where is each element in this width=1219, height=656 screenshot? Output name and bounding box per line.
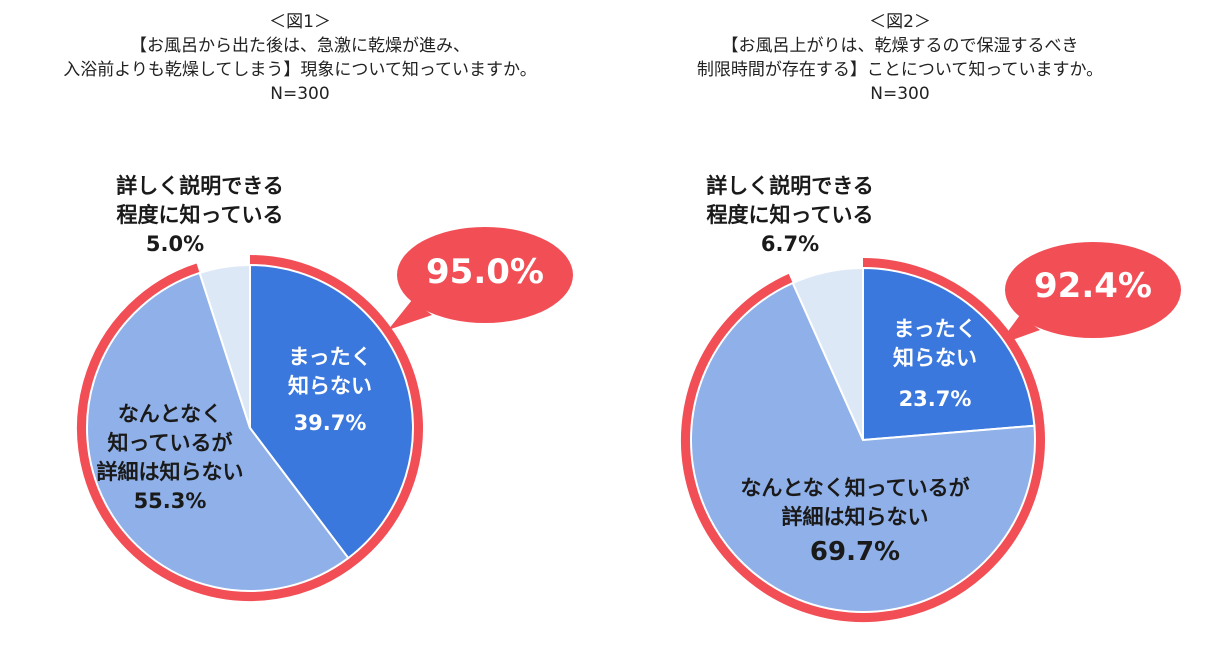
pie-slice-somewhat xyxy=(86,271,350,592)
chart-1-slice-label-not-at-all: まったく 知らない 39.7% xyxy=(270,343,390,438)
chart-1-slice-label-somewhat: なんとなく 知っているが 詳細は知らない 55.3% xyxy=(75,400,265,516)
pie-chart-1: ＜図1＞ 【お風呂から出た後は、急激に乾燥が進み、 入浴前よりも乾燥してしまう】… xyxy=(0,0,600,656)
chart-2-slice-label-detailed: 詳しく説明できる 程度に知っている 6.7% xyxy=(675,172,905,259)
chart-2-callout-value: 92.4% xyxy=(1034,266,1152,306)
pie-slice-detailed xyxy=(198,263,251,429)
chart-1-title-line-2: 入浴前よりも乾燥してしまう】現象について知っていますか。 xyxy=(63,60,537,80)
chart-1-pie-svg xyxy=(77,227,573,601)
chart-2-value-label-not-at-all: 23.7% xyxy=(898,387,972,411)
pie-slice-not-at-all xyxy=(862,266,1036,442)
highlight-ring xyxy=(681,258,1045,622)
chart-1-slice-label-detailed: 詳しく説明できる 程度に知っている 5.0% xyxy=(85,172,315,259)
chart-1-value-label-not-at-all: 39.7% xyxy=(293,411,367,435)
chart-2-title-block: ＜図2＞ 【お風呂上がりは、乾燥するので保湿するべき 制限時間が存在する】ことに… xyxy=(600,10,1200,106)
chart-2-value-label-somewhat: 69.7% xyxy=(809,537,901,567)
chart-2-title-line-2: 制限時間が存在する】ことについて知っていますか。 xyxy=(696,60,1104,80)
pie-slice-detailed xyxy=(791,266,864,441)
chart-1-callout-value: 95.0% xyxy=(426,252,544,292)
chart-1-title-line-1: 【お風呂から出た後は、急激に乾燥が進み、 xyxy=(130,36,470,56)
chart-2-pie-svg xyxy=(681,242,1181,622)
pie-slice-somewhat xyxy=(690,281,1036,613)
chart-1-title-block: ＜図1＞ 【お風呂から出た後は、急激に乾燥が進み、 入浴前よりも乾燥してしまう】… xyxy=(0,10,600,106)
chart-2-figure-label: ＜図2＞ xyxy=(869,12,931,32)
chart-2-slice-label-somewhat: なんとなく知っているが 詳細は知らない 69.7% xyxy=(710,474,1000,567)
chart-1-value-label-somewhat: 55.3% xyxy=(133,489,207,513)
chart-2-sample-size: N=300 xyxy=(870,84,930,104)
callout-bubble xyxy=(1005,242,1181,338)
chart-2-title-line-1: 【お風呂上がりは、乾燥するので保湿するべき xyxy=(721,36,1079,56)
chart-1-sample-size: N=300 xyxy=(270,84,330,104)
pie-chart-2: ＜図2＞ 【お風呂上がりは、乾燥するので保湿するべき 制限時間が存在する】ことに… xyxy=(600,0,1200,656)
chart-2-slice-label-not-at-all: まったく 知らない 23.7% xyxy=(870,315,1000,414)
chart-2-value-label-detailed: 6.7% xyxy=(760,232,820,256)
chart-1-figure-label: ＜図1＞ xyxy=(269,12,331,32)
pie-slice-not-at-all xyxy=(249,263,414,560)
callout-bubble xyxy=(397,227,573,323)
highlight-ring xyxy=(77,255,423,601)
chart-1-value-label-detailed: 5.0% xyxy=(145,232,205,256)
